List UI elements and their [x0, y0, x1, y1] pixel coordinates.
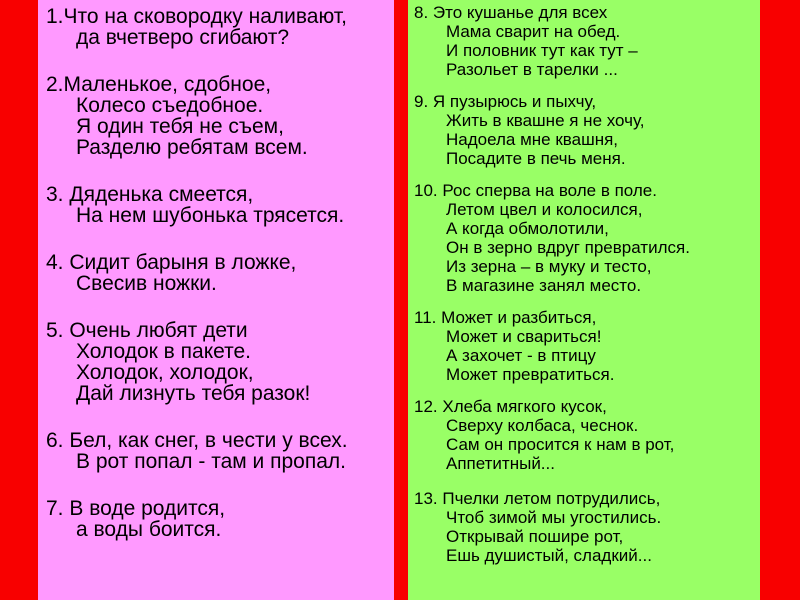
riddle-line: Чтоб зимой мы угостились.: [446, 508, 662, 527]
riddle-6: 6. Бел, как снег, в чести у всех. В рот …: [46, 430, 392, 472]
riddle-line: Холодок, холодок,: [76, 361, 254, 384]
riddle-line: Сверху колбаса, чеснок.: [446, 416, 639, 435]
riddle-13: 13. Пчелки летом потрудились, Чтоб зимой…: [414, 489, 758, 565]
riddle-line: Ешь душистый, сладкий...: [446, 546, 652, 565]
riddle-line: 13. Пчелки летом потрудились,: [414, 489, 661, 508]
riddle-line: На нем шубонька трясется.: [76, 204, 345, 227]
riddle-line: а воды боится.: [76, 518, 222, 541]
riddle-11: 11. Может и разбиться, Может и свариться…: [414, 308, 758, 384]
riddle-line: Из зерна – в муку и тесто,: [446, 257, 652, 276]
riddle-line: 9. Я пузырюсь и пыхчу,: [414, 92, 597, 111]
riddle-line: Я один тебя не съем,: [76, 115, 284, 138]
riddle-1: 1.Что на сковородку наливают, да вчетвер…: [46, 6, 392, 48]
riddle-line: Может и свариться!: [446, 327, 602, 346]
riddle-12: 12. Хлеба мягкого кусок, Сверху колбаса,…: [414, 397, 758, 473]
riddle-line: Может превратиться.: [446, 365, 615, 384]
riddle-5: 5. Очень любят дети Холодок в пакете. Хо…: [46, 320, 392, 404]
riddle-line: 3. Дяденька смеется,: [46, 183, 254, 206]
riddle-line: А захочет - в птицу: [446, 346, 596, 365]
riddle-line: А когда обмолотили,: [446, 219, 609, 238]
riddle-3: 3. Дяденька смеется, На нем шубонька тря…: [46, 184, 392, 226]
riddle-line: Аппетитный...: [446, 454, 555, 473]
riddle-line: Разделю ребятам всем.: [76, 136, 308, 159]
riddle-4: 4. Сидит барыня в ложке, Свесив ножки.: [46, 252, 392, 294]
riddle-line: 10. Рос сперва на воле в поле.: [414, 181, 657, 200]
right-panel: 8. Это кушанье для всех Мама сварит на о…: [408, 0, 760, 600]
riddle-line: 12. Хлеба мягкого кусок,: [414, 397, 607, 416]
riddle-line: Колесо съедобное.: [76, 94, 264, 117]
riddle-line: Открывай пошире рот,: [446, 527, 624, 546]
riddle-10: 10. Рос сперва на воле в поле. Летом цве…: [414, 181, 758, 295]
riddle-line: Сам он просится к нам в рот,: [446, 435, 675, 454]
riddle-line: В магазине занял место.: [446, 276, 642, 295]
riddle-line: Холодок в пакете.: [76, 340, 251, 363]
riddle-line: да вчетверо сгибают?: [76, 26, 290, 49]
riddle-line: 5. Очень любят дети: [46, 319, 248, 342]
riddle-line: И половник тут как тут –: [446, 41, 638, 60]
riddle-line: 11. Может и разбиться,: [414, 308, 597, 327]
riddle-line: Дай лизнуть тебя разок!: [76, 382, 311, 405]
riddle-line: Он в зерно вдруг превратился.: [446, 238, 690, 257]
riddle-line: Летом цвел и колосился,: [446, 200, 643, 219]
riddle-7: 7. В воде родится, а воды боится.: [46, 498, 392, 540]
riddle-line: 2.Маленькое, сдобное,: [46, 73, 272, 96]
riddle-line: Посадите в печь меня.: [446, 149, 626, 168]
riddle-line: В рот попал - там и пропал.: [76, 450, 346, 473]
riddle-line: Разольет в тарелки ...: [446, 60, 618, 79]
riddle-line: Свесив ножки.: [76, 272, 217, 295]
riddle-9: 9. Я пузырюсь и пыхчу, Жить в квашне я н…: [414, 92, 758, 168]
riddle-line: Надоела мне квашня,: [446, 130, 619, 149]
riddle-line: 7. В воде родится,: [46, 497, 226, 520]
riddle-line: 6. Бел, как снег, в чести у всех.: [46, 429, 348, 452]
riddle-line: Жить в квашне я не хочу,: [446, 111, 645, 130]
riddle-line: 1.Что на сковородку наливают,: [46, 5, 347, 28]
riddle-line: 4. Сидит барыня в ложке,: [46, 251, 297, 274]
left-panel: 1.Что на сковородку наливают, да вчетвер…: [38, 0, 394, 600]
riddle-line: 8. Это кушанье для всех: [414, 3, 608, 22]
riddle-2: 2.Маленькое, сдобное, Колесо съедобное. …: [46, 74, 392, 158]
riddle-8: 8. Это кушанье для всех Мама сварит на о…: [414, 3, 758, 79]
riddle-line: Мама сварит на обед.: [446, 22, 621, 41]
